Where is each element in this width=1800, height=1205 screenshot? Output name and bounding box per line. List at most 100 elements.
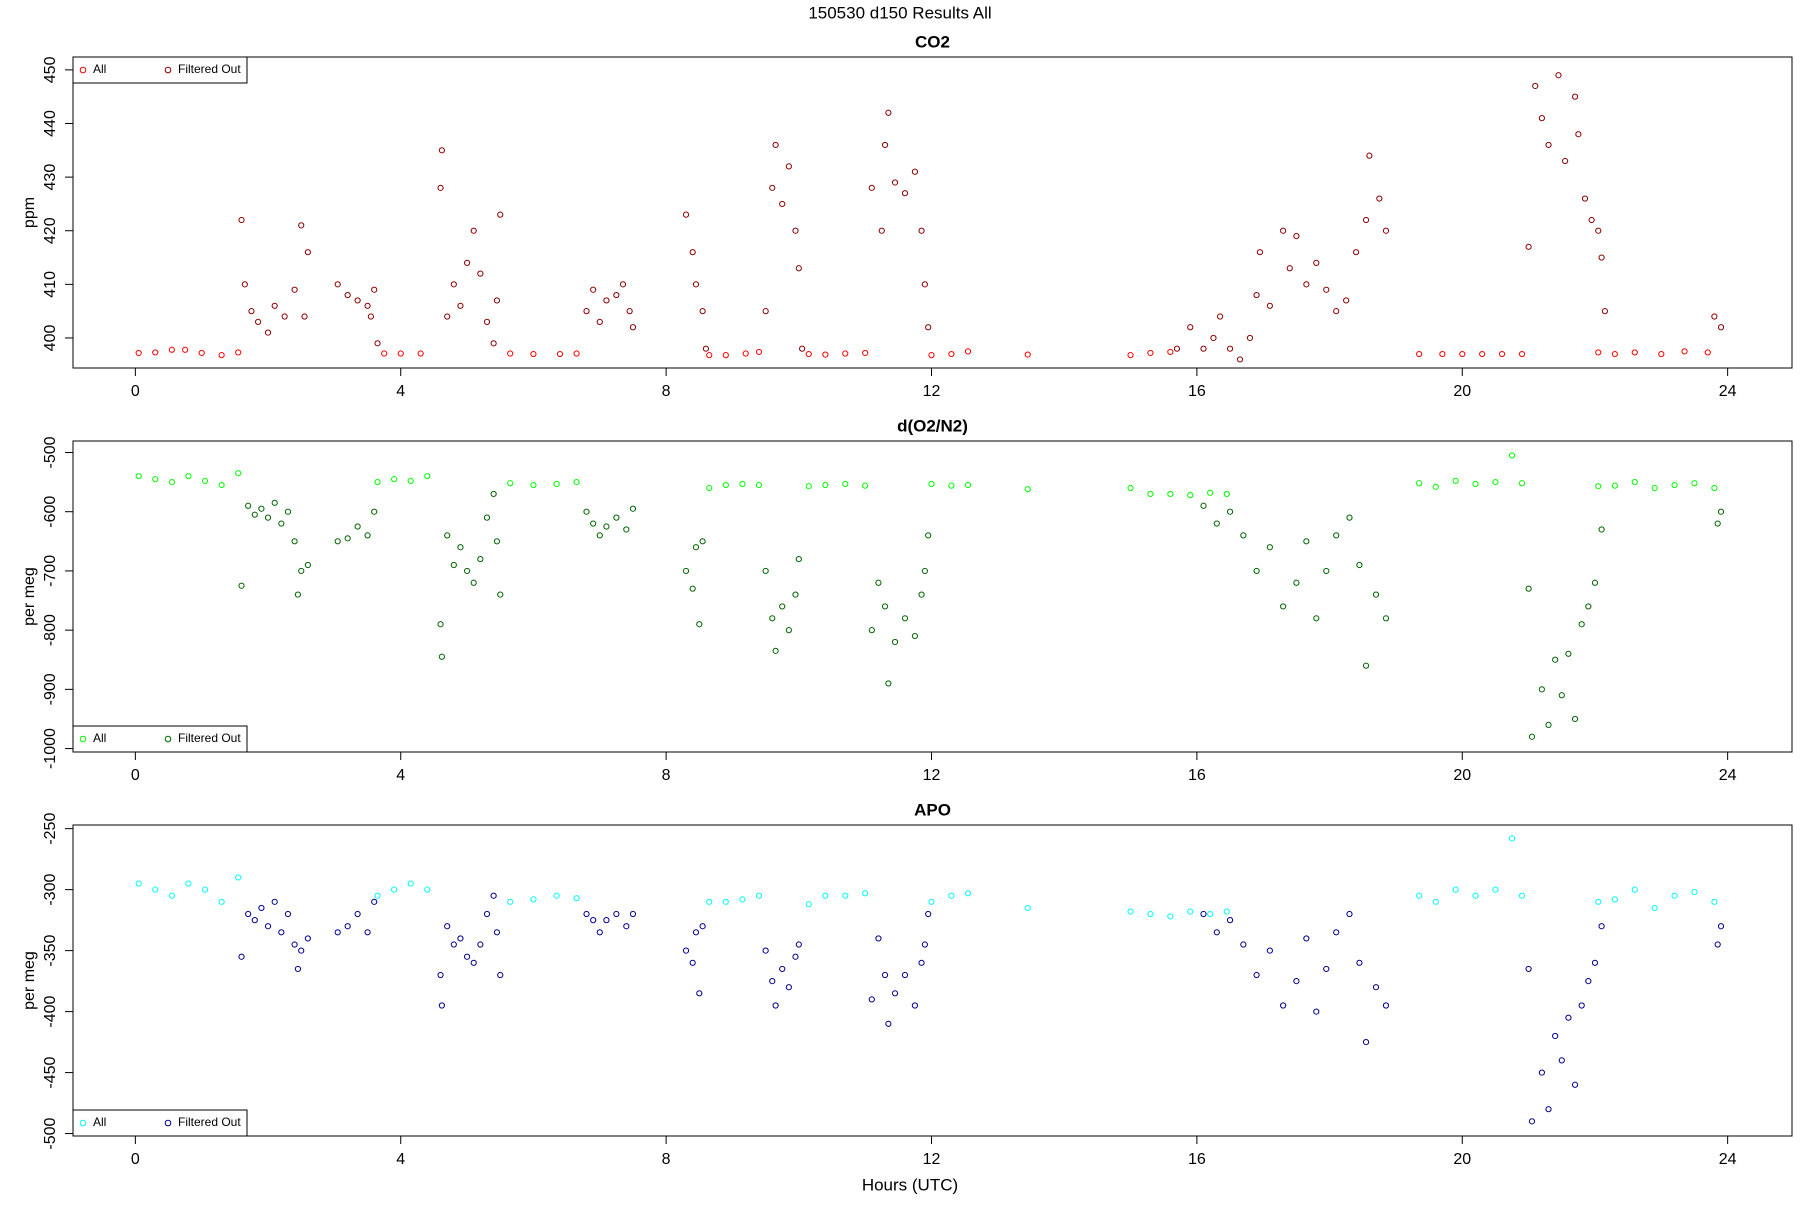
data-point [1631,349,1638,356]
data-point [1200,910,1207,918]
y-tick-label: -800 [42,614,59,646]
data-point [1611,896,1618,903]
data-point [699,538,706,545]
legend-label: All [93,1115,106,1129]
data-point [925,910,932,918]
data-point [344,291,351,299]
data-point [1498,350,1506,358]
data-point [1525,585,1532,592]
x-tick-label: 16 [1188,383,1206,400]
data-point [1240,941,1247,948]
data-point [739,896,746,903]
data-point [334,929,341,936]
data-point [1167,348,1174,356]
data-point [1376,195,1383,202]
data-point [168,478,175,486]
data-point [1293,978,1300,985]
data-point [1565,1014,1572,1021]
data-point [921,941,928,948]
data-point [785,627,792,634]
data-point [1525,965,1532,973]
data-point [596,929,603,936]
data-point [1266,302,1273,309]
data-point [1545,141,1552,149]
data-point [1323,286,1330,293]
data-point [1598,923,1605,930]
data-point [1558,692,1565,699]
data-point [1343,297,1350,304]
data-point [901,971,909,979]
data-point [964,481,972,489]
data-point [1691,888,1698,896]
data-point [772,1002,779,1009]
data-point [948,350,955,358]
data-point [878,227,885,234]
data-point [304,561,311,569]
y-tick-label: 450 [42,56,59,83]
data-point [1562,157,1569,165]
data-point [629,505,637,512]
data-point [911,168,919,175]
data-point [696,990,703,997]
data-point [1303,935,1310,942]
data-point [1293,232,1300,240]
data-point [613,514,620,521]
data-point [702,345,710,352]
data-point [1492,886,1499,893]
data-point [696,621,703,628]
legend-box [72,1109,248,1137]
y-tick-label: -500 [42,1117,59,1149]
data-point [258,505,265,512]
data-point [1717,923,1725,930]
data-point [1631,886,1638,893]
data-point [1323,965,1330,973]
data-point [629,324,637,331]
data-point [772,647,779,654]
data-point [1187,908,1194,915]
data-point [1518,350,1526,358]
data-point [603,297,610,304]
data-point [168,892,175,899]
x-tick-label: 8 [662,383,671,400]
data-point [1213,520,1220,527]
data-point [1362,1038,1370,1046]
data-point [692,929,700,936]
data-point [1333,929,1340,936]
data-point [444,532,451,539]
data-point [1333,308,1340,315]
data-point [344,923,351,930]
data-point [891,179,899,186]
data-point [1508,835,1516,842]
data-point [235,470,242,477]
data-point [1518,480,1526,487]
y-axis-label: per meg [21,951,38,1010]
data-point [792,227,799,234]
data-point [490,340,497,347]
data-point [706,898,713,905]
data-point [417,350,424,357]
data-point [1313,1008,1320,1015]
data-point [1492,478,1499,486]
data-point [241,281,248,288]
data-point [1147,349,1154,357]
data-point [407,477,414,485]
data-point [1651,904,1658,912]
data-point [437,971,444,979]
data-point [271,898,278,905]
data-point [1382,227,1390,234]
data-point [1671,892,1678,899]
data-point [699,923,706,930]
data-point [1432,483,1439,490]
data-point [722,352,729,359]
data-point [795,941,802,948]
data-point [470,227,477,234]
data-point [437,621,444,628]
data-point [1323,567,1330,575]
data-point [1210,334,1217,342]
data-point [1333,532,1340,539]
data-point [168,346,175,353]
data-point [1127,908,1134,915]
data-point [689,959,696,966]
data-point [1173,345,1181,352]
data-point [1545,1106,1552,1113]
